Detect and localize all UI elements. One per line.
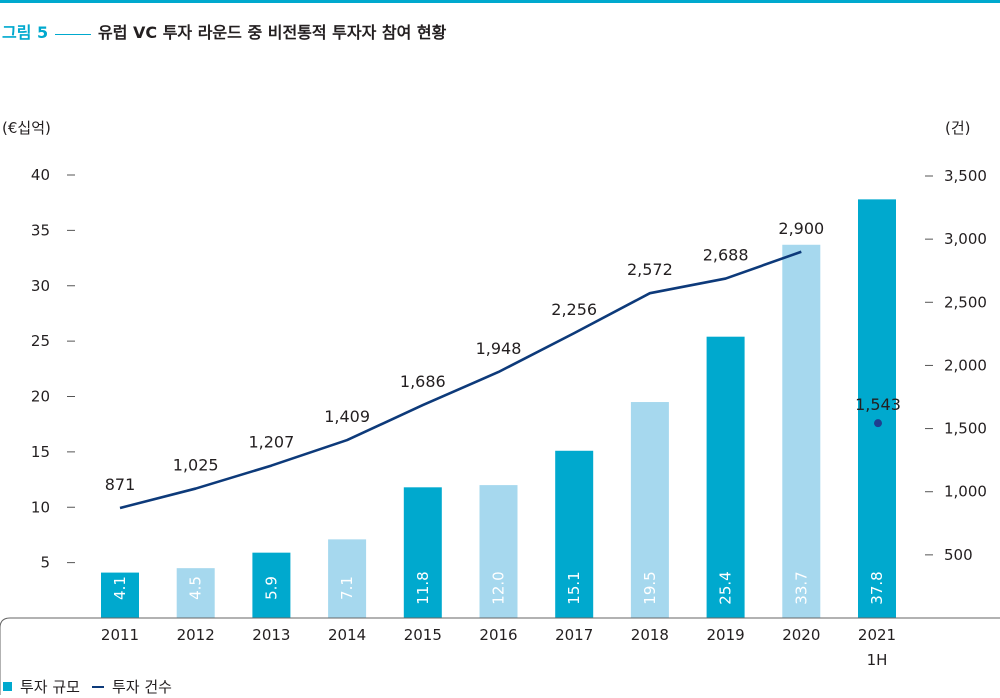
bar-value-label: 5.9 xyxy=(262,576,280,600)
y-left-tick-label: 15 xyxy=(31,443,50,461)
top-rule xyxy=(0,0,1000,3)
figure-label-dash xyxy=(55,34,91,35)
x-category-label: 2011 xyxy=(101,626,139,644)
bar-value-label: 33.7 xyxy=(792,571,810,604)
legend: 투자 규모 투자 건수 xyxy=(3,676,184,697)
y-right-tick-label: 500 xyxy=(944,546,973,564)
x-category-label: 2018 xyxy=(631,626,669,644)
y-left-tick-label: 20 xyxy=(31,388,50,406)
bar-2017 xyxy=(555,450,594,618)
x-category-label: 2012 xyxy=(177,626,215,644)
x-category-label: 2016 xyxy=(479,626,517,644)
y-left-tick-label: 10 xyxy=(31,498,50,516)
bar-value-label: 7.1 xyxy=(338,576,356,600)
x-category-sublabel: 1H xyxy=(867,651,888,669)
x-category-label: 2020 xyxy=(782,626,820,644)
y-right-tick-label: 3,000 xyxy=(944,230,987,248)
bar-2015 xyxy=(403,487,442,618)
line-value-label: 1,207 xyxy=(248,433,294,452)
line-value-label: 2,688 xyxy=(703,246,749,265)
legend-item-amount: 투자 규모 xyxy=(3,676,80,697)
bar-2019 xyxy=(706,336,745,618)
legend-item-count: 투자 건수 xyxy=(91,676,172,697)
count-line xyxy=(119,250,802,510)
x-category-label: 2019 xyxy=(707,626,745,644)
line-value-label: 2,572 xyxy=(627,260,673,279)
y-right-tick-label: 2,000 xyxy=(944,356,987,374)
line-value-label: 2,256 xyxy=(551,300,597,319)
line-value-label: 1,686 xyxy=(400,372,446,391)
count-point-2021 xyxy=(874,419,882,428)
bar-value-label: 37.8 xyxy=(868,571,886,604)
line-value-label: 1,409 xyxy=(324,407,370,426)
line-value-label: 1,025 xyxy=(173,456,219,475)
line-value-label-2021: 1,543 xyxy=(855,395,901,414)
plot-baseline xyxy=(0,617,1000,695)
y-left-tick-label: 40 xyxy=(31,166,50,184)
figure-title: 유럽 VC 투자 라운드 중 비전통적 투자자 참여 현황 xyxy=(98,23,447,42)
bar-2018 xyxy=(630,402,669,618)
y-right-tick-label: 1,500 xyxy=(944,420,987,438)
bar-2011 xyxy=(101,572,139,618)
bar-value-label: 25.4 xyxy=(717,571,735,604)
y-right-unit: (건) xyxy=(945,119,971,137)
x-category-label: 2013 xyxy=(252,626,290,644)
y-left-tick-label: 30 xyxy=(31,277,50,295)
legend-line-swatch xyxy=(91,685,104,688)
bar-2014 xyxy=(328,539,367,618)
bar-2013 xyxy=(252,552,291,618)
figure-label: 그림 5 xyxy=(2,23,49,42)
legend-bar-swatch xyxy=(3,682,12,691)
y-left-unit: (€십억) xyxy=(2,119,51,137)
bar-value-label: 11.8 xyxy=(414,571,432,604)
y-left-tick-label: 25 xyxy=(31,332,50,350)
legend-label-amount: 투자 규모 xyxy=(20,678,80,696)
y-left-tick-label: 35 xyxy=(31,221,50,239)
line-value-label: 2,900 xyxy=(778,219,824,238)
y-right-tick-label: 3,500 xyxy=(944,167,987,185)
bar-2012 xyxy=(176,568,215,618)
bar-value-label: 19.5 xyxy=(641,571,659,604)
bar-value-label: 15.1 xyxy=(565,571,583,604)
x-category-label: 2017 xyxy=(555,626,593,644)
bar-value-label: 4.5 xyxy=(187,576,205,600)
y-left-tick-label: 5 xyxy=(40,554,50,572)
legend-label-count: 투자 건수 xyxy=(111,678,172,696)
x-category-label: 2015 xyxy=(404,626,442,644)
y-right-tick-label: 1,000 xyxy=(944,483,987,501)
bar-2021 xyxy=(858,199,896,619)
bar-2016 xyxy=(479,485,518,618)
line-value-label: 871 xyxy=(105,475,136,494)
bar-2020 xyxy=(782,244,821,618)
line-value-label: 1,948 xyxy=(476,339,522,358)
y-right-tick-label: 2,500 xyxy=(944,293,987,311)
bar-value-label: 12.0 xyxy=(490,571,508,604)
x-category-label: 2014 xyxy=(328,626,366,644)
bar-value-label: 4.1 xyxy=(111,576,129,600)
x-category-label: 2021 xyxy=(858,626,896,644)
